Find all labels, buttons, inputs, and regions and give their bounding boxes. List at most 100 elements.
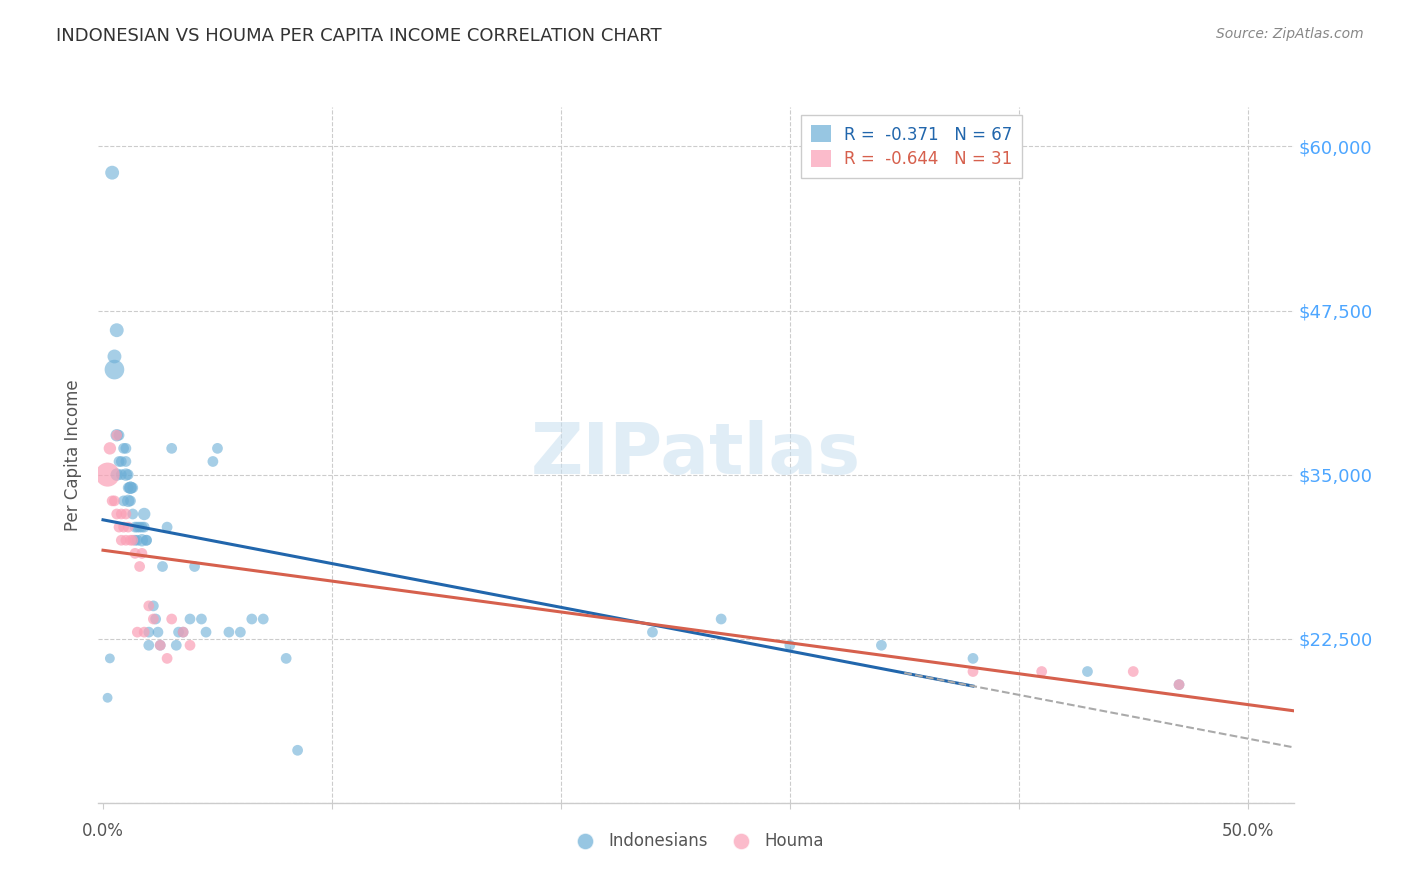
Point [127,625,149,640]
Point [165,638,187,652]
Text: 50.0%: 50.0% [1222,822,1274,840]
Point [117,467,139,482]
Point [115,467,138,482]
Point [145,612,167,626]
Point [710,612,733,626]
Point [115,442,138,456]
Point [138,638,160,652]
Point [167,625,190,640]
Point [201,454,224,468]
Point [135,533,157,548]
Point [120,494,142,508]
Point [112,494,135,508]
Point [112,520,135,534]
Point [105,428,128,442]
Point [1168,678,1191,692]
Point [101,166,124,180]
Point [152,559,174,574]
Point [287,743,309,757]
Point [103,362,125,376]
Point [97,467,120,482]
Point [160,612,183,626]
Point [124,533,146,548]
Point [103,494,125,508]
Point [160,442,183,456]
Point [172,625,194,640]
Point [108,428,131,442]
Point [103,350,125,364]
Point [146,625,169,640]
Point [117,494,139,508]
Legend: Indonesians, Houma: Indonesians, Houma [561,826,831,857]
Point [276,651,298,665]
Point [105,323,128,337]
Point [190,612,212,626]
Point [121,507,143,521]
Point [112,442,135,456]
Point [1031,665,1053,679]
Point [98,442,121,456]
Point [117,520,139,534]
Text: INDONESIAN VS HOUMA PER CAPITA INCOME CORRELATION CHART: INDONESIAN VS HOUMA PER CAPITA INCOME CO… [56,27,662,45]
Point [97,690,120,705]
Point [179,638,201,652]
Point [110,454,132,468]
Point [101,494,124,508]
Point [127,520,149,534]
Point [131,533,153,548]
Point [156,520,179,534]
Point [134,507,156,521]
Point [110,507,132,521]
Y-axis label: Per Capita Income: Per Capita Income [65,379,83,531]
Point [179,612,201,626]
Point [108,454,131,468]
Point [131,546,153,560]
Point [120,481,142,495]
Point [131,520,153,534]
Point [121,533,143,548]
Point [134,520,156,534]
Point [149,638,172,652]
Text: ZIPatlas: ZIPatlas [531,420,860,490]
Point [108,520,131,534]
Point [124,520,146,534]
Point [128,559,150,574]
Point [229,625,252,640]
Point [149,638,172,652]
Point [156,651,179,665]
Point [105,467,128,482]
Point [870,638,893,652]
Point [142,612,165,626]
Point [121,481,143,495]
Point [142,599,165,613]
Point [252,612,274,626]
Point [138,625,160,640]
Point [172,625,194,640]
Point [110,533,132,548]
Point [115,533,138,548]
Point [135,533,157,548]
Point [962,665,984,679]
Point [1168,678,1191,692]
Text: Source: ZipAtlas.com: Source: ZipAtlas.com [1216,27,1364,41]
Point [218,625,240,640]
Point [183,559,205,574]
Point [1122,665,1144,679]
Point [138,599,160,613]
Point [1076,665,1098,679]
Point [98,651,121,665]
Point [115,507,138,521]
Point [120,533,142,548]
Point [120,481,142,495]
Point [127,533,149,548]
Point [105,507,128,521]
Point [105,428,128,442]
Point [110,467,132,482]
Point [641,625,664,640]
Point [124,546,146,560]
Point [962,651,984,665]
Point [117,481,139,495]
Point [115,454,138,468]
Text: 0.0%: 0.0% [82,822,124,840]
Point [134,625,156,640]
